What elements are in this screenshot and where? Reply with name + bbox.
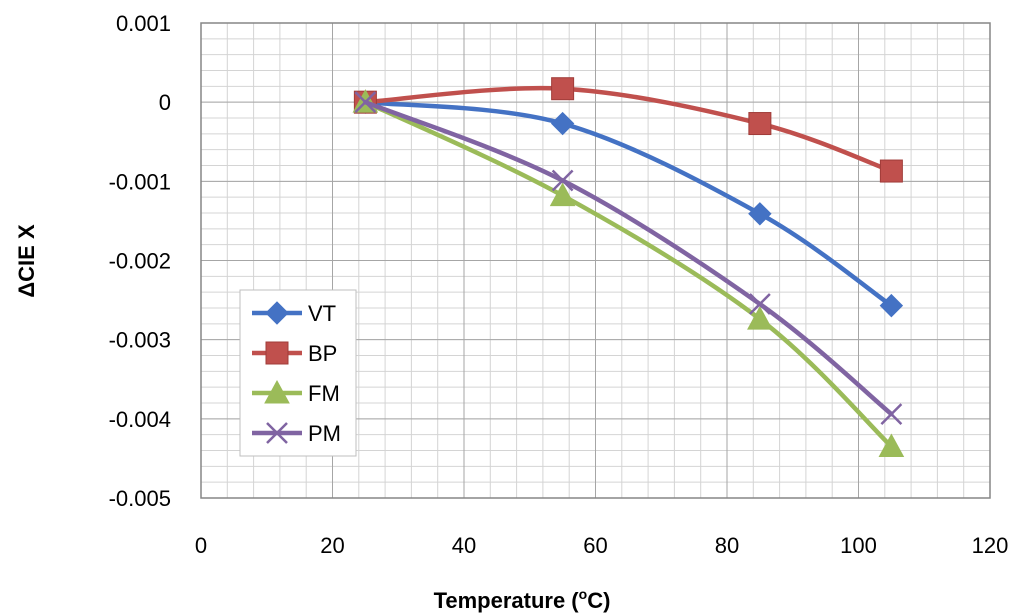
y-tick-label: -0.001 [109, 169, 171, 194]
x-tick-label: 80 [715, 533, 739, 558]
y-tick-label: 0 [159, 90, 171, 115]
data-point-fm [747, 306, 773, 330]
y-tick-label: 0.001 [116, 11, 171, 36]
x-tick-label: 120 [972, 533, 1009, 558]
legend-marker-vt [265, 301, 289, 325]
series-line-bp [363, 85, 894, 174]
data-point-bp [551, 77, 575, 101]
series-line-vt [363, 99, 894, 308]
data-point-vt [550, 111, 575, 136]
data-point-bp [748, 112, 772, 136]
legend-item-vt: VT [252, 301, 336, 326]
legend-marker-fm [264, 379, 290, 404]
x-tick-label: 60 [583, 533, 607, 558]
x-tick-label: 0 [195, 533, 207, 558]
y-tick-label: -0.003 [109, 328, 171, 353]
legend-box [239, 289, 357, 457]
x-tick-label: 40 [452, 533, 476, 558]
data-point-pm [748, 293, 771, 315]
legend-label: VT [308, 301, 336, 326]
legend-label: PM [308, 421, 341, 446]
series-lines [352, 77, 905, 458]
legend-marker-bp [265, 341, 289, 365]
data-point-pm [880, 403, 903, 425]
data-point-pm [551, 169, 574, 192]
x-axis-title: Temperature (oC) [434, 586, 611, 613]
x-axis-tick-labels: 0 20 40 60 80 100 120 [195, 533, 1008, 558]
legend-marker-pm [266, 422, 288, 444]
y-tick-label: -0.004 [109, 407, 171, 432]
x-tick-label: 100 [840, 533, 877, 558]
series-line-pm [363, 99, 894, 417]
legend: VT BP FM PM [239, 289, 357, 457]
data-point-fm [549, 182, 576, 207]
series-pm [354, 91, 903, 425]
legend-label: BP [308, 341, 337, 366]
legend-item-fm: FM [252, 379, 340, 406]
legend-item-pm: PM [252, 421, 341, 446]
series-line-fm [363, 99, 894, 449]
legend-label: FM [308, 381, 340, 406]
plot-area [200, 22, 991, 499]
legend-item-bp: BP [252, 341, 337, 366]
y-tick-label: -0.002 [109, 249, 171, 274]
data-point-pm [354, 91, 377, 114]
y-axis-title: ΔCIE X [14, 224, 39, 298]
data-point-vt [879, 293, 904, 318]
y-tick-label: -0.005 [109, 486, 171, 511]
data-point-fm [878, 433, 905, 458]
data-point-vt [748, 202, 772, 226]
data-point-bp [879, 159, 903, 183]
y-axis-tick-labels: 0.001 0 -0.001 -0.002 -0.003 -0.004 -0.005 [109, 11, 171, 511]
series-vt [353, 90, 904, 318]
x-tick-label: 20 [320, 533, 344, 558]
